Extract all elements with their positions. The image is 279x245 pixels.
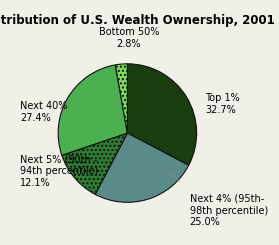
Wedge shape	[115, 64, 128, 133]
Text: Bottom 50%
2.8%: Bottom 50% 2.8%	[98, 27, 159, 49]
Title: Distribution of U.S. Wealth Ownership, 2001: Distribution of U.S. Wealth Ownership, 2…	[0, 14, 275, 27]
Text: Next 5% (90th -
94th percentile)
12.1%: Next 5% (90th - 94th percentile) 12.1%	[20, 155, 98, 188]
Text: Next 4% (95th-
98th percentile)
25.0%: Next 4% (95th- 98th percentile) 25.0%	[190, 194, 268, 227]
Text: Next 40%
27.4%: Next 40% 27.4%	[20, 101, 68, 123]
Text: Top 1%
32.7%: Top 1% 32.7%	[205, 93, 240, 115]
Wedge shape	[95, 133, 189, 202]
Wedge shape	[58, 65, 128, 155]
Wedge shape	[62, 133, 128, 194]
Wedge shape	[128, 64, 197, 165]
